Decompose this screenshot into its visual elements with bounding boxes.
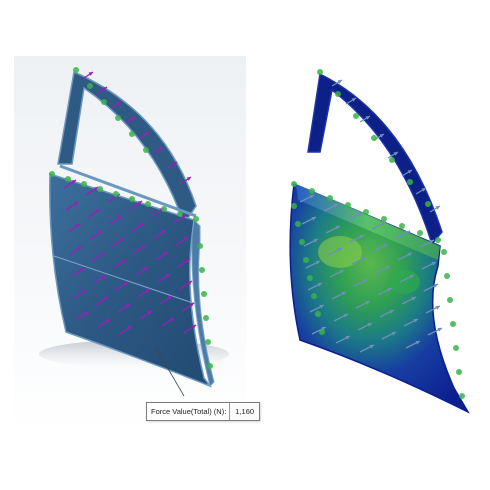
- fixture-icon: [97, 186, 103, 192]
- fixture-icon: [381, 216, 387, 222]
- fixture-icon: [363, 209, 369, 215]
- fixture-icon: [295, 221, 301, 227]
- fixture-icon: [447, 297, 453, 303]
- fixture-icon: [203, 315, 209, 321]
- fixture-icon: [113, 191, 119, 197]
- fixture-icon: [317, 69, 323, 75]
- force-value-label: Force Value(Total) (N):: [147, 407, 229, 416]
- fixture-icon: [115, 115, 121, 121]
- fixture-icon: [205, 339, 211, 345]
- fixture-icon: [335, 91, 341, 97]
- door-model-loads: [14, 56, 246, 434]
- fixture-icon: [345, 202, 351, 208]
- fixture-icon: [101, 99, 107, 105]
- fixture-icon: [161, 206, 167, 212]
- fixture-icon: [459, 393, 465, 399]
- fixture-icon: [319, 329, 325, 335]
- fixture-icon: [371, 135, 377, 141]
- fixture-icon: [399, 223, 405, 229]
- fixture-icon: [201, 291, 207, 297]
- fixture-icon: [444, 273, 450, 279]
- fixture-icon: [309, 188, 315, 194]
- fixture-icon: [81, 181, 87, 187]
- fixture-icon: [425, 201, 431, 207]
- fixture-icon: [49, 171, 55, 177]
- fixture-icon: [299, 239, 305, 245]
- fixture-icon: [197, 243, 203, 249]
- fixture-icon: [129, 131, 135, 137]
- force-value-callout[interactable]: Force Value(Total) (N): 1,160: [146, 402, 260, 421]
- fixture-icon: [143, 147, 149, 153]
- fixture-icon: [291, 203, 297, 209]
- stress-result-viewport[interactable]: [254, 56, 478, 434]
- door-panel-stress: [290, 184, 468, 412]
- fixture-icon: [129, 196, 135, 202]
- fixture-icon: [327, 195, 333, 201]
- fixture-icon: [315, 311, 321, 317]
- fixture-icon: [407, 179, 413, 185]
- stress-hotspot: [318, 236, 362, 268]
- fixture-icon: [87, 83, 93, 89]
- fixture-icon: [353, 113, 359, 119]
- fixture-icon: [456, 369, 462, 375]
- fixture-icon: [311, 293, 317, 299]
- fixture-icon: [177, 211, 183, 217]
- door-model-result: [254, 56, 478, 434]
- fixture-icon: [450, 321, 456, 327]
- fixture-icon: [303, 257, 309, 263]
- fixture-icon: [291, 181, 297, 187]
- fixture-icon: [435, 237, 441, 243]
- fixture-icon: [417, 230, 423, 236]
- fixture-icon: [145, 201, 151, 207]
- fixture-icon: [199, 267, 205, 273]
- stress-hotspot: [388, 270, 420, 294]
- fixture-icon: [65, 176, 71, 182]
- load-setup-viewport[interactable]: [14, 56, 246, 434]
- fixture-icon: [307, 275, 313, 281]
- fixture-icon: [389, 157, 395, 163]
- fixture-icon: [453, 345, 459, 351]
- fixture-icon: [207, 363, 213, 369]
- force-value-field[interactable]: 1,160: [229, 403, 259, 420]
- fixture-icon: [441, 249, 447, 255]
- fixture-icon: [193, 216, 199, 222]
- fixture-icon: [73, 67, 79, 73]
